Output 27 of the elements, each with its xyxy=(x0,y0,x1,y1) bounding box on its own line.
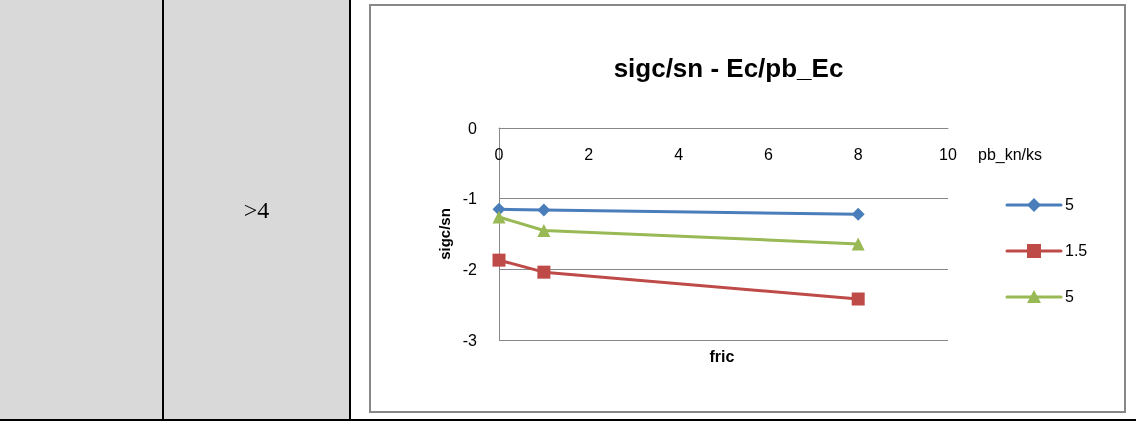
point xyxy=(492,210,506,224)
chart-title: sigc/sn - Ec/pb_Ec xyxy=(613,53,844,83)
point xyxy=(851,237,865,251)
x-tick-label: 0 xyxy=(494,145,504,163)
point xyxy=(537,265,551,279)
point xyxy=(851,292,865,306)
y-tick-label: 0 xyxy=(468,119,478,137)
text: >4 xyxy=(243,197,270,224)
legend-label: 1.5 xyxy=(1065,241,1088,259)
y-axis-title: sigc/sn xyxy=(435,208,453,260)
point xyxy=(537,223,551,237)
point xyxy=(492,202,506,216)
x-tick-label: 10 xyxy=(939,145,957,163)
x-tick-label: 4 xyxy=(674,145,684,163)
point xyxy=(851,207,865,221)
legend-label: 5 xyxy=(1065,287,1074,305)
y-tick-label: -3 xyxy=(462,331,478,349)
point xyxy=(492,253,506,267)
y-tick-label: -1 xyxy=(462,190,478,208)
legend-title: pb_kn/ks xyxy=(978,145,1043,164)
x-tick-label: 8 xyxy=(853,145,863,163)
x-tick-label: 6 xyxy=(763,145,773,163)
x-axis-title: fric xyxy=(709,347,735,365)
y-tick-label: -2 xyxy=(462,260,478,278)
point xyxy=(537,203,551,217)
legend-label: 5 xyxy=(1065,195,1074,213)
x-tick-label: 2 xyxy=(584,145,594,163)
